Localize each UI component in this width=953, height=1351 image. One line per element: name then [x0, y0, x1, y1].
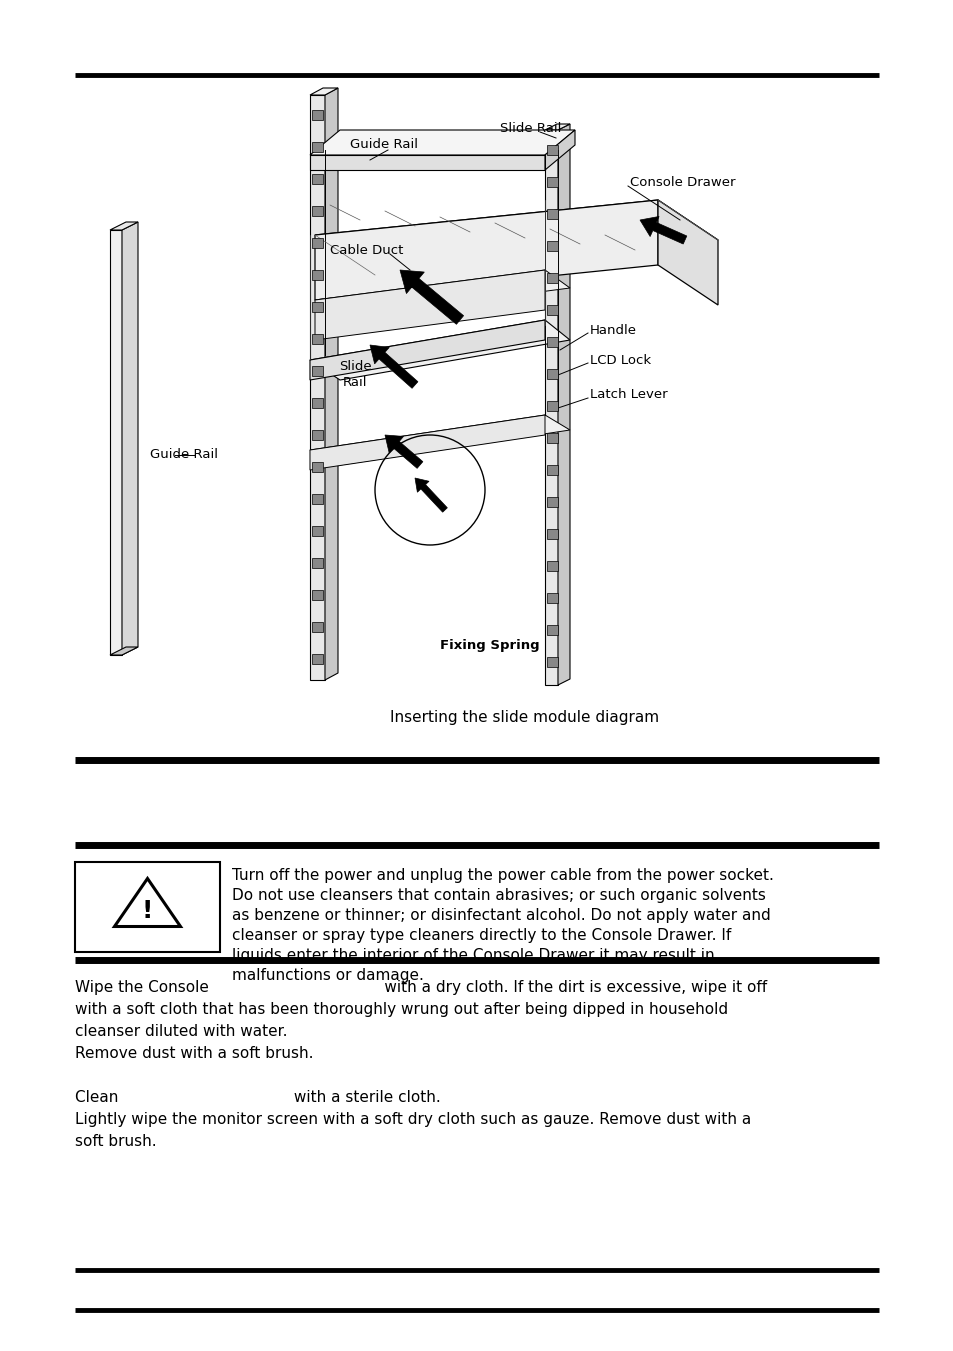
Polygon shape [110, 222, 138, 230]
Bar [546, 657, 558, 667]
Text: LCD Lock: LCD Lock [589, 354, 651, 366]
Bar [312, 430, 323, 440]
Bar [546, 336, 558, 347]
Bar [312, 366, 323, 376]
Bar [312, 109, 323, 120]
Polygon shape [370, 345, 417, 388]
Text: Inserting the slide module diagram: Inserting the slide module diagram [390, 711, 659, 725]
Polygon shape [310, 155, 544, 170]
Bar [312, 654, 323, 663]
Polygon shape [110, 230, 122, 655]
Polygon shape [314, 200, 658, 300]
Text: Turn off the power and unplug the power cable from the power socket.: Turn off the power and unplug the power … [232, 867, 773, 884]
Bar [312, 142, 323, 153]
Bar [546, 497, 558, 507]
Polygon shape [310, 320, 569, 380]
Bar [312, 270, 323, 280]
Bar [312, 238, 323, 249]
Polygon shape [415, 478, 447, 512]
Bar [546, 626, 558, 635]
Text: with a soft cloth that has been thoroughly wrung out after being dipped in house: with a soft cloth that has been thorough… [75, 1002, 727, 1017]
Text: Latch Lever: Latch Lever [589, 389, 667, 401]
Bar [312, 590, 323, 600]
Text: liquids enter the interior of the Console Drawer it may result in: liquids enter the interior of the Consol… [232, 948, 714, 963]
Polygon shape [314, 270, 544, 340]
Text: Clean                                    with a sterile cloth.: Clean with a sterile cloth. [75, 1090, 440, 1105]
Bar [312, 526, 323, 536]
Text: Console Drawer: Console Drawer [629, 176, 735, 189]
Polygon shape [385, 435, 422, 469]
Bar [312, 621, 323, 632]
Polygon shape [122, 222, 138, 655]
Bar [546, 593, 558, 603]
Text: !: ! [142, 900, 153, 924]
Text: Handle: Handle [589, 323, 637, 336]
Bar [546, 177, 558, 186]
Bar [312, 399, 323, 408]
Polygon shape [544, 124, 569, 130]
Text: soft brush.: soft brush. [75, 1133, 156, 1148]
Polygon shape [399, 270, 463, 324]
Text: Do not use cleansers that contain abrasives; or such organic solvents: Do not use cleansers that contain abrasi… [232, 888, 765, 902]
Polygon shape [310, 320, 544, 380]
Bar [546, 434, 558, 443]
Text: Slide
Rail: Slide Rail [338, 361, 371, 389]
Text: Guide Rail: Guide Rail [150, 449, 218, 462]
Polygon shape [310, 130, 575, 155]
Polygon shape [558, 124, 569, 685]
Bar [312, 494, 323, 504]
Bar [546, 465, 558, 476]
Bar [546, 209, 558, 219]
Polygon shape [310, 95, 325, 680]
Polygon shape [314, 270, 569, 317]
Text: Remove dust with a soft brush.: Remove dust with a soft brush. [75, 1046, 314, 1061]
Polygon shape [310, 415, 544, 470]
Text: Guide Rail: Guide Rail [350, 139, 417, 151]
Text: malfunctions or damage.: malfunctions or damage. [232, 969, 423, 984]
Bar [546, 273, 558, 282]
Polygon shape [314, 200, 718, 276]
Bar [546, 369, 558, 380]
Text: cleanser diluted with water.: cleanser diluted with water. [75, 1024, 287, 1039]
Bar [312, 558, 323, 567]
Polygon shape [110, 647, 138, 655]
Polygon shape [544, 130, 575, 170]
Text: Cable Duct: Cable Duct [330, 243, 403, 257]
Bar [312, 303, 323, 312]
Bar [312, 462, 323, 471]
Text: cleanser or spray type cleaners directly to the Console Drawer. If: cleanser or spray type cleaners directly… [232, 928, 731, 943]
Text: Wipe the Console                                    with a dry cloth. If the dir: Wipe the Console with a dry cloth. If th… [75, 979, 766, 994]
Polygon shape [310, 415, 569, 465]
Bar [312, 334, 323, 345]
Polygon shape [639, 216, 686, 245]
Polygon shape [544, 130, 558, 685]
Text: Slide Rail: Slide Rail [499, 122, 560, 135]
Polygon shape [658, 200, 718, 305]
Bar [546, 530, 558, 539]
Polygon shape [310, 88, 337, 95]
Polygon shape [325, 88, 337, 680]
Bar [546, 240, 558, 251]
Bar [312, 205, 323, 216]
Bar [546, 305, 558, 315]
Text: as benzene or thinner; or disinfectant alcohol. Do not apply water and: as benzene or thinner; or disinfectant a… [232, 908, 770, 923]
Bar [546, 561, 558, 571]
Text: Lightly wipe the monitor screen with a soft dry cloth such as gauze. Remove dust: Lightly wipe the monitor screen with a s… [75, 1112, 750, 1127]
Bar [546, 401, 558, 411]
Bar [546, 145, 558, 155]
Bar [312, 174, 323, 184]
Bar [75, 862, 220, 952]
Text: Fixing Spring: Fixing Spring [439, 639, 539, 651]
